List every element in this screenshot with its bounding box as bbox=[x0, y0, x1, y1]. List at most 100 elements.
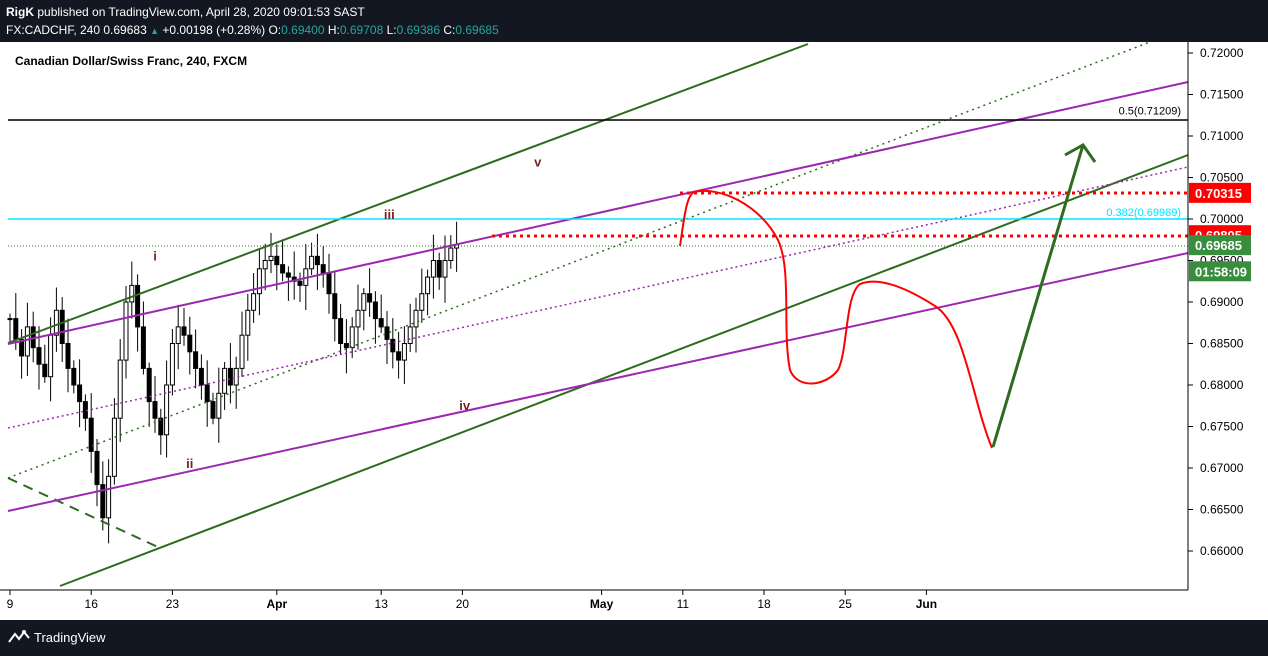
time-tick-label: 9 bbox=[7, 597, 14, 611]
candle-body bbox=[314, 255, 320, 266]
time-tick-label: Apr bbox=[266, 597, 287, 611]
candle-body bbox=[59, 309, 65, 344]
green-projection-arrow-line bbox=[991, 144, 1085, 448]
chart-header: RigK published on TradingView.com, April… bbox=[0, 0, 1268, 42]
candle-body bbox=[71, 367, 77, 386]
close-value: 0.69685 bbox=[455, 23, 499, 37]
price-axis-bg bbox=[1188, 42, 1268, 620]
candle-body bbox=[245, 309, 251, 336]
price-tick-label: 0.67000 bbox=[1200, 461, 1244, 475]
candle-body bbox=[378, 318, 384, 328]
candle-body bbox=[367, 293, 373, 303]
candle-body bbox=[164, 384, 170, 436]
wave-label: i bbox=[153, 249, 157, 264]
candle-body bbox=[280, 264, 286, 274]
price-label-box bbox=[1189, 261, 1251, 282]
candle-body bbox=[239, 334, 245, 369]
arrowhead-icon bbox=[1064, 143, 1097, 163]
fib-level-label: 0.5(0.71209) bbox=[1119, 106, 1181, 118]
drawings-group bbox=[7, 41, 1189, 587]
price-label-box bbox=[1189, 235, 1251, 256]
candle-body bbox=[216, 392, 222, 419]
fib-level-label: 0.382(0.69989) bbox=[1106, 207, 1181, 219]
price-tick-label: 0.68000 bbox=[1200, 378, 1244, 392]
close-label: C: bbox=[443, 23, 456, 37]
candle-body bbox=[53, 309, 59, 336]
time-tick-label: 23 bbox=[166, 597, 180, 611]
candle-body bbox=[140, 326, 146, 369]
time-tick-label: 20 bbox=[456, 597, 470, 611]
green-channel-lower-line bbox=[59, 154, 1189, 587]
footer-brand[interactable]: TradingView bbox=[34, 630, 106, 645]
wave-label: iv bbox=[459, 398, 471, 413]
high-value: 0.69708 bbox=[339, 23, 384, 37]
wave-label: iii bbox=[384, 207, 395, 222]
price-tick-label: 0.66500 bbox=[1200, 503, 1244, 517]
green-dashed-wave-line bbox=[7, 477, 161, 549]
candle-body bbox=[401, 343, 407, 361]
price-tick-label: 0.68500 bbox=[1200, 337, 1244, 351]
candles-group bbox=[7, 221, 460, 544]
candle-body bbox=[117, 359, 123, 419]
candle-body bbox=[123, 301, 129, 361]
last-price: 0.69683 bbox=[103, 23, 147, 37]
candle-body bbox=[343, 343, 349, 349]
candle-body bbox=[42, 363, 48, 378]
candle-body bbox=[442, 260, 448, 278]
candle-body bbox=[111, 417, 117, 477]
wave-label: ii bbox=[186, 456, 193, 471]
candle-body bbox=[210, 401, 216, 419]
time-tick-label: 11 bbox=[677, 597, 690, 611]
candle-body bbox=[309, 255, 315, 270]
time-tick-label: 13 bbox=[375, 597, 389, 611]
candle-body bbox=[338, 318, 344, 345]
candle-body bbox=[94, 450, 100, 486]
candle-body bbox=[158, 417, 164, 436]
red-projection-path bbox=[679, 189, 993, 449]
chart-frame[interactable]: Canadian Dollar/Swiss Franc, 240, FXCM 0… bbox=[0, 41, 1268, 620]
candle-body bbox=[396, 351, 402, 361]
price-chart[interactable]: Canadian Dollar/Swiss Franc, 240, FXCM 0… bbox=[0, 41, 1268, 620]
publish-info: RigK published on TradingView.com, April… bbox=[6, 5, 365, 19]
candle-body bbox=[100, 484, 106, 519]
publisher-name[interactable]: RigK bbox=[6, 5, 34, 19]
candle-body bbox=[320, 264, 326, 274]
candle-body bbox=[204, 384, 210, 403]
purple-channel-mid-dotted-line bbox=[7, 166, 1189, 429]
price-tick-label: 0.69000 bbox=[1200, 295, 1244, 309]
ohlc-line: FX:CADCHF, 240 0.69683 ▲ +0.00198 (+0.28… bbox=[6, 23, 499, 37]
open-value: 0.69400 bbox=[281, 23, 325, 37]
candle-body bbox=[175, 326, 181, 344]
candle-body bbox=[198, 367, 204, 386]
low-value: 0.69386 bbox=[396, 23, 441, 37]
purple-channel-upper-line bbox=[7, 81, 1189, 345]
candle-body bbox=[355, 309, 361, 328]
price-tick-label: 0.70500 bbox=[1200, 171, 1244, 185]
candle-body bbox=[413, 309, 419, 328]
price-label-text: 01:58:09 bbox=[1195, 264, 1247, 279]
price-axis[interactable]: 0.720000.715000.710000.705000.700000.695… bbox=[1187, 42, 1268, 620]
candle-body bbox=[361, 293, 367, 311]
candle-body bbox=[285, 272, 291, 278]
time-tick-label: 16 bbox=[85, 597, 99, 611]
candle-body bbox=[77, 384, 83, 403]
candle-body bbox=[193, 351, 199, 369]
candle-body bbox=[407, 326, 413, 344]
price-tick-label: 0.70000 bbox=[1200, 212, 1244, 226]
candle-body bbox=[262, 260, 268, 270]
candle-body bbox=[274, 255, 280, 266]
published-text: published on TradingView.com, April 28, … bbox=[37, 5, 365, 19]
candle-body bbox=[152, 401, 158, 419]
candle-body bbox=[326, 272, 332, 295]
candle-body bbox=[384, 326, 390, 340]
tradingview-logo-icon bbox=[8, 630, 30, 643]
time-tick-label: Jun bbox=[916, 597, 937, 611]
low-label: L: bbox=[386, 23, 397, 37]
purple-channel-lower-line bbox=[7, 252, 1189, 512]
time-axis[interactable]: 9 16 23 Apr 13 20 May 11 18 25 Jun bbox=[0, 589, 1188, 620]
candle-body bbox=[13, 318, 19, 340]
candle-body bbox=[7, 318, 13, 321]
price-tick-label: 0.67500 bbox=[1200, 420, 1244, 434]
plot-area[interactable] bbox=[0, 42, 1188, 590]
